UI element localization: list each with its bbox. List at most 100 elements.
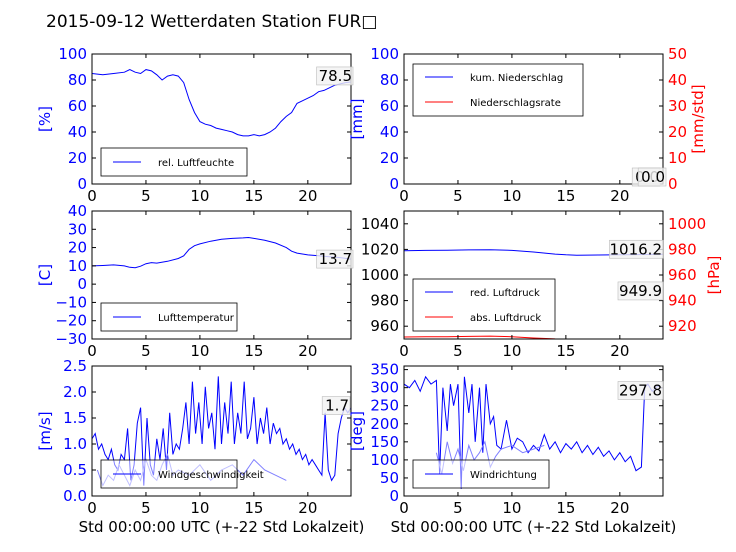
y-tick-label: 10 (68, 257, 87, 275)
value-annotation: 1016.2 (610, 240, 663, 258)
value-annotation-box (321, 396, 351, 415)
x-tick-label: 20 (610, 342, 629, 360)
value-annotation-box (316, 249, 354, 269)
x-tick-label: 0 (87, 187, 97, 205)
y-tick-label: 60 (68, 97, 87, 115)
legend-label: abs. Luftdruck (470, 313, 541, 324)
y2-tick-label: 10 (668, 149, 687, 167)
x-tick-label: 15 (244, 342, 263, 360)
x-tick-label: 0 (87, 342, 97, 360)
y-tick-label: 1.0 (63, 435, 87, 453)
x-tick-label: 10 (502, 499, 521, 517)
y2-tick-label: 980 (668, 240, 697, 258)
y-tick-label: 200 (370, 415, 399, 433)
x-axis-label: Std 00:00:00 UTC (+-22 Std Lokalzeit) (79, 518, 365, 536)
legend-label: Lufttemperatur (158, 313, 235, 324)
y-tick-label: 20 (68, 149, 87, 167)
y2-tick-label: 1000 (668, 215, 706, 233)
axes-frame (91, 365, 352, 497)
y-tick-label: 40 (68, 202, 87, 220)
legend-label: Windrichtung (470, 470, 537, 481)
y-tick-label: 250 (370, 397, 399, 415)
axes-frame (91, 53, 352, 185)
x-tick-label: 0 (399, 187, 409, 205)
x-tick-label: 20 (298, 499, 317, 517)
x-tick-label: 10 (190, 499, 209, 517)
y-tick-label: 0.0 (63, 487, 87, 505)
x-tick-label: 5 (453, 187, 463, 205)
x-tick-label: 20 (298, 187, 317, 205)
panel-windspeed: 0 5 10 15 20 0.0 0.5 1.0 1.5 2.0 2.5 [m/s] Std 00:00… (36, 357, 364, 536)
y-tick-label: 0 (389, 487, 399, 505)
legend-label: Niederschlagsrate (470, 98, 561, 109)
x-tick-label: 0 (399, 342, 409, 360)
value-annotation: 297.8 (619, 381, 662, 399)
value-annotation-box (617, 381, 664, 400)
panel-precipitation: 0 5 10 15 20 0 20 40 60 80 100 0 10 20 30 40 50 [mm] [mm/s… (348, 45, 707, 205)
x-axis-label: Std 00:00:00 UTC (+-22 Std Lokalzeit) (391, 518, 677, 536)
x-tick-label: 15 (556, 187, 575, 205)
y2-tick-label: 50 (668, 45, 687, 63)
y-tick-label: 50 (380, 469, 399, 487)
y2-tick-label: 40 (668, 71, 687, 89)
value-annotation: 1.7 (325, 397, 349, 415)
y-tick-label: −20 (55, 312, 87, 330)
y2-tick-label: 920 (668, 317, 697, 335)
value-annotation: 0.0 (641, 168, 665, 186)
value-annotation-box (316, 66, 354, 86)
y-tick-label: 0 (77, 175, 87, 193)
figure-title: 2015-09-12 Wetterdaten Station FUR□ (46, 12, 377, 32)
y-tick-label: −30 (55, 330, 87, 348)
x-tick-label: 5 (453, 342, 463, 360)
y2-tick-label: 0 (668, 175, 678, 193)
y-tick-label: 60 (380, 97, 399, 115)
y-tick-label: 1.5 (63, 409, 87, 427)
y-tick-label: 0.5 (63, 461, 87, 479)
y-tick-label: −10 (55, 293, 87, 311)
y-tick-label: 40 (380, 123, 399, 141)
y-axis-label: [deg] (348, 411, 366, 451)
value-annotation: 949.9 (619, 282, 662, 300)
legend: red. Luftdruck abs. Luftdruck (412, 278, 556, 332)
legend: rel. Luftfeuchte (100, 147, 248, 177)
x-tick-label: 0 (87, 499, 97, 517)
legend-label: red. Luftdruck (470, 288, 540, 299)
y-tick-label: 350 (370, 361, 399, 379)
y-tick-label: 150 (370, 433, 399, 451)
x-tick-label: 20 (298, 342, 317, 360)
value-annotation: 78.5 (319, 67, 352, 85)
x-tick-label: 10 (502, 342, 521, 360)
y-tick-label: 1000 (361, 266, 399, 284)
legend-box (412, 278, 556, 332)
y-tick-label: 0 (77, 275, 87, 293)
y-axis-label: [C] (36, 264, 54, 286)
series-line-pressure-1 (404, 335, 663, 339)
x-tick-label: 10 (502, 187, 521, 205)
series-line-windspeed-0 (92, 376, 351, 486)
legend-label: Windgeschwindigkeit (158, 470, 264, 481)
legend: Windrichtung (412, 459, 550, 489)
x-tick-label: 15 (556, 342, 575, 360)
legend: Lufttemperatur (100, 302, 238, 332)
y2-axis-label: [hPa] (705, 256, 723, 295)
y-tick-label: 80 (380, 71, 399, 89)
y2-tick-label: 30 (668, 97, 687, 115)
series-line-humidity-0 (92, 69, 351, 137)
value-annotation-box (617, 281, 664, 301)
y-tick-label: 300 (370, 379, 399, 397)
axes-frame (403, 365, 664, 497)
axes-frame (403, 53, 664, 185)
x-tick-label: 5 (141, 187, 151, 205)
y-tick-label: 20 (68, 239, 87, 257)
y-tick-label: 980 (370, 292, 399, 310)
y-tick-label: 100 (370, 451, 399, 469)
panel-temperature: 0 5 10 15 20−30−20−10010203040[C]Lufttempera… (36, 202, 354, 360)
series-line-temperature-0 (92, 236, 351, 269)
x-tick-label: 15 (244, 499, 263, 517)
y-axis-label: [m/s] (36, 411, 54, 450)
y2-axis-label: [mm/std] (689, 84, 707, 153)
y-tick-label: 40 (68, 123, 87, 141)
x-tick-label: 0 (399, 499, 409, 517)
y-tick-label: 80 (68, 71, 87, 89)
y-tick-label: 0 (389, 175, 399, 193)
